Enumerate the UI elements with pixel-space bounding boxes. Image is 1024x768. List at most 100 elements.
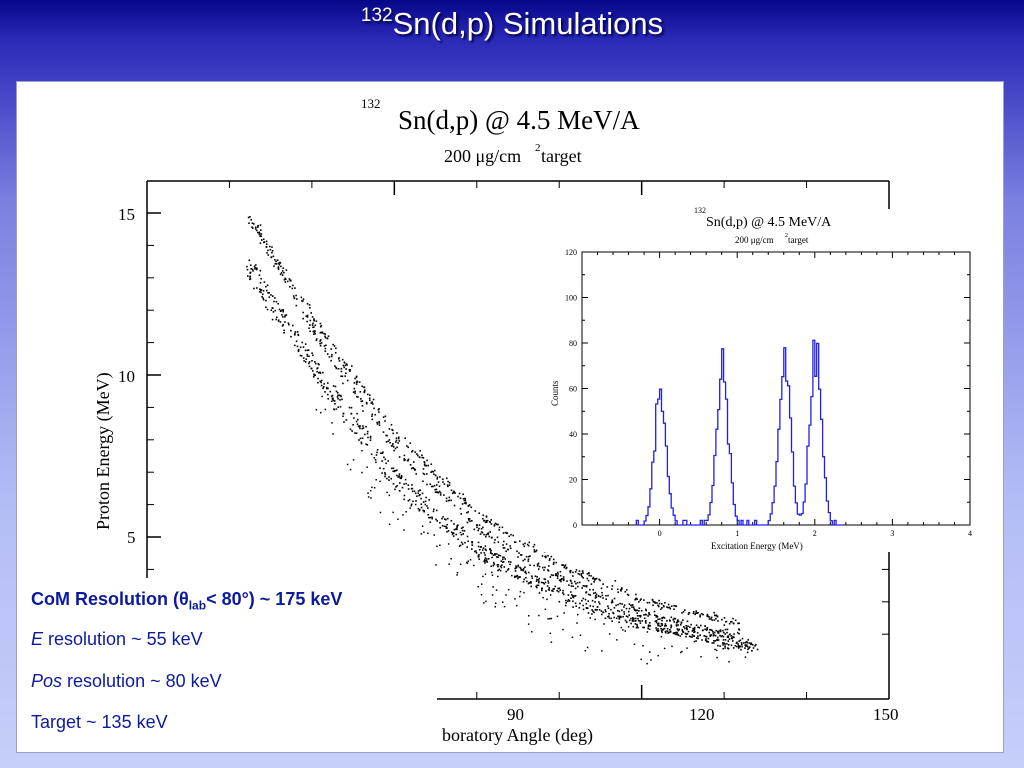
scatter-point <box>619 615 621 618</box>
scatter-point <box>450 558 452 560</box>
scatter-point <box>569 570 571 572</box>
scatter-point <box>695 610 697 612</box>
scatter-point <box>624 591 627 593</box>
scatter-point <box>682 611 685 613</box>
scatter-point <box>493 525 496 527</box>
scatter-point <box>612 612 615 615</box>
scatter-point <box>717 632 720 634</box>
scatter-point <box>535 585 537 588</box>
scatter-point <box>340 370 343 373</box>
scatter-point <box>654 620 657 622</box>
scatter-point <box>639 620 641 622</box>
scatter-point <box>567 599 570 601</box>
scatter-point <box>555 574 558 576</box>
scatter-point <box>502 601 504 603</box>
scatter-point <box>688 612 690 614</box>
scatter-point <box>389 441 391 444</box>
scatter-point <box>717 636 719 639</box>
scatter-point <box>367 496 370 498</box>
scatter-point <box>338 360 341 362</box>
scatter-point <box>628 619 631 622</box>
scatter-point <box>630 622 632 625</box>
scatter-point <box>714 614 716 617</box>
scatter-point <box>570 591 572 593</box>
scatter-point <box>301 341 304 344</box>
scatter-point <box>442 516 444 518</box>
scatter-point <box>565 602 567 604</box>
scatter-points <box>246 216 759 665</box>
scatter-point <box>453 491 455 493</box>
scatter-point <box>605 610 607 613</box>
scatter-point <box>543 583 546 585</box>
scatter-point <box>484 554 486 556</box>
scatter-point <box>411 487 414 490</box>
scatter-point <box>709 634 711 637</box>
scatter-point <box>296 331 299 333</box>
scatter-point <box>722 644 724 646</box>
scatter-point <box>676 628 679 630</box>
scatter-point <box>626 621 628 623</box>
x-axis-label: boratory Angle (deg) <box>442 725 593 746</box>
scatter-point <box>277 319 280 321</box>
scatter-point <box>448 481 451 484</box>
scatter-point <box>418 508 421 511</box>
scatter-point <box>603 623 605 625</box>
scatter-point <box>319 380 321 383</box>
scatter-point <box>352 391 355 393</box>
scatter-point <box>297 349 300 352</box>
scatter-point <box>686 647 688 649</box>
scatter-point <box>436 478 438 480</box>
scatter-point <box>462 493 464 496</box>
scatter-point <box>697 626 699 628</box>
scatter-point <box>435 564 437 566</box>
scatter-point <box>608 617 611 619</box>
scatter-point <box>625 589 628 591</box>
scatter-point <box>289 286 291 288</box>
scatter-point <box>249 278 252 280</box>
scatter-point <box>391 467 393 470</box>
scatter-point <box>523 545 526 548</box>
scatter-point <box>260 277 262 280</box>
scatter-point <box>464 497 466 500</box>
scatter-point <box>594 595 597 597</box>
scatter-point <box>290 335 292 338</box>
scatter-point <box>292 295 295 297</box>
scatter-point <box>485 560 488 562</box>
scatter-point <box>371 413 374 416</box>
scatter-point <box>513 541 516 543</box>
scatter-point <box>388 523 391 525</box>
scatter-point <box>310 367 313 370</box>
scatter-point <box>522 567 525 570</box>
scatter-point <box>366 430 369 433</box>
scatter-point <box>398 473 401 475</box>
scatter-point <box>423 473 426 476</box>
scatter-point <box>314 330 316 332</box>
scatter-point <box>660 630 663 632</box>
scatter-point <box>482 526 484 529</box>
scatter-point <box>327 398 329 400</box>
scatter-point <box>312 330 315 333</box>
scatter-point <box>447 543 450 545</box>
scatter-point <box>563 612 565 614</box>
scatter-point <box>302 311 304 314</box>
scatter-point <box>706 640 708 642</box>
scatter-point <box>433 508 435 511</box>
scatter-point <box>628 614 630 616</box>
scatter-point <box>309 307 311 309</box>
inset-title-superscript: 132 <box>694 206 706 215</box>
scatter-point <box>713 640 715 642</box>
scatter-point <box>554 585 557 588</box>
scatter-point <box>337 394 339 397</box>
scatter-point <box>591 609 593 611</box>
scatter-point <box>265 246 268 248</box>
scatter-point <box>577 572 580 575</box>
scatter-point <box>283 329 285 332</box>
scatter-point <box>431 517 433 520</box>
scatter-point <box>354 432 356 434</box>
scatter-point <box>572 571 574 574</box>
scatter-point <box>670 625 673 627</box>
scatter-point <box>465 561 468 564</box>
scatter-point <box>607 594 609 597</box>
scatter-point <box>376 449 379 451</box>
scatter-point <box>375 479 377 481</box>
